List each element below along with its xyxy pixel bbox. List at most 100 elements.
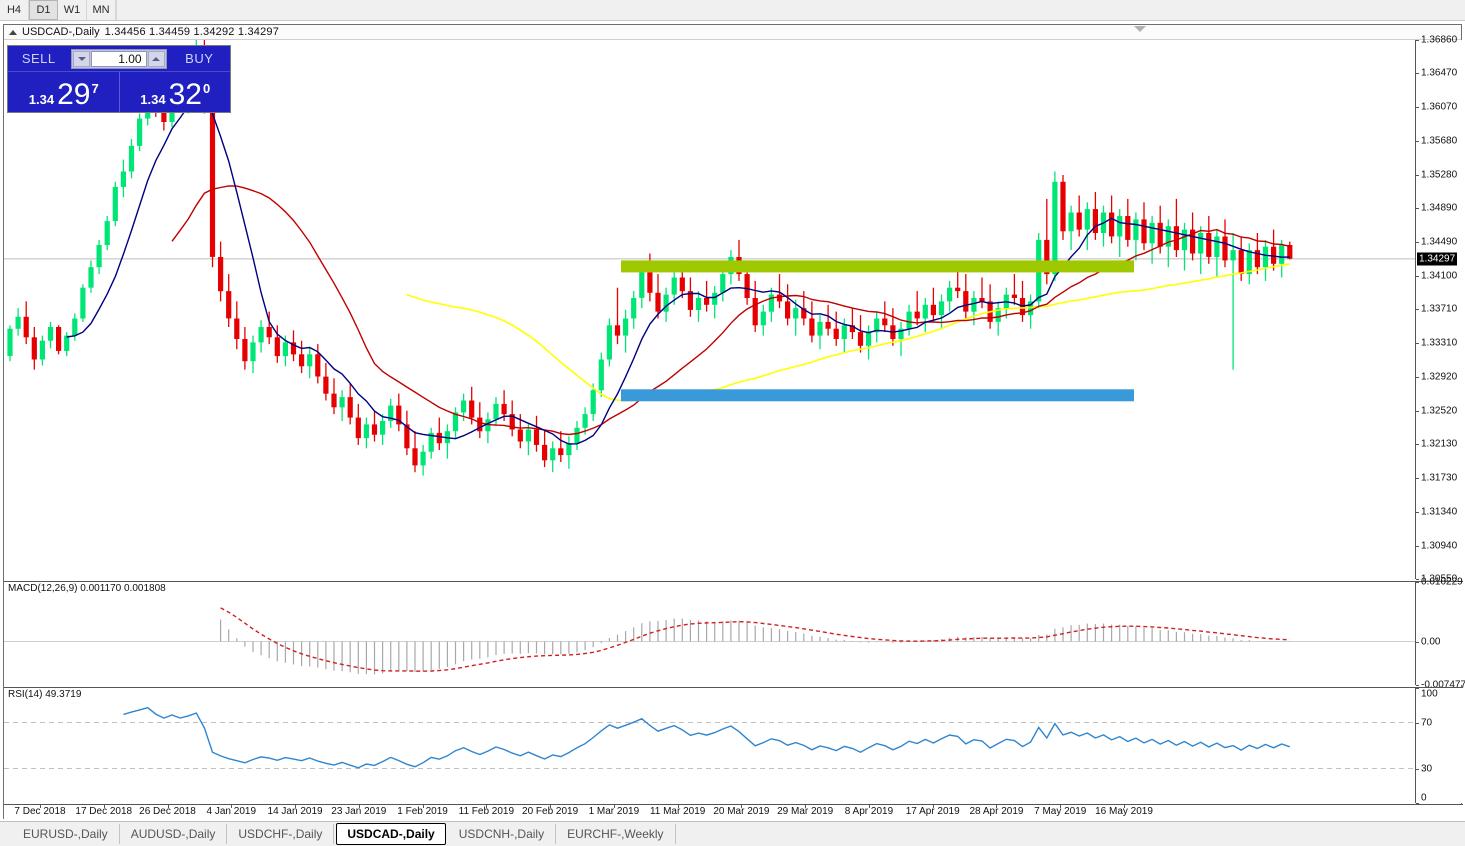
time-axis-label: 23 Jan 2019 [331,806,387,817]
price-axis-label: 1.34100 [1421,270,1458,282]
buy-label: BUY [185,51,214,66]
time-axis-tick [103,805,105,808]
time-axis-tick [741,805,743,808]
price-axis-label: 1.35680 [1421,135,1458,147]
time-axis-label: 16 May 2019 [1095,806,1153,817]
price-axis-label: 1.32920 [1421,371,1458,383]
time-axis-tick [486,805,488,808]
price-axis-label: 1.34890 [1421,202,1458,214]
timeframe-mn[interactable]: MN [87,0,116,20]
sell-price-fraction: 7 [91,81,99,96]
sell-price-main: 29 [57,78,91,111]
price-axis-tick [1416,107,1419,109]
volume-stepper[interactable]: 1.00 [71,48,167,69]
timeframe-h4[interactable]: H4 [0,0,29,20]
macd-axis-label: -0.007477 [1421,679,1465,691]
price-axis-tick [1416,242,1419,244]
chart-tab-usdcad-daily[interactable]: USDCAD-,Daily [336,823,446,845]
sell-button[interactable]: 1.34 29 7 [8,72,119,112]
time-axis-tick [295,805,297,808]
rsi-axis-tick [1416,768,1419,770]
chart-titlebar: USDCAD-,Daily 1.34456 1.34459 1.34292 1.… [4,25,1461,40]
macd-indicator-label: MACD(12,26,9) 0.001170 0.001808 [8,583,166,594]
chart-tab-usdchf-daily[interactable]: USDCHF-,Daily [227,824,335,844]
time-axis-label: 11 Feb 2019 [458,806,515,817]
price-axis-tick [1416,73,1419,75]
chart-tab-audusd-daily[interactable]: AUDUSD-,Daily [120,824,228,844]
timeframe-d1-label: D1 [36,4,51,16]
chevron-down-icon [77,56,86,61]
current-price-label: 1.34297 [1417,252,1458,266]
time-axis-label: 4 Jan 2019 [206,806,257,817]
buy-button[interactable]: 1.34 32 0 [118,72,231,112]
timeframe-toolbar: H4 D1 W1 MN [0,0,1465,21]
time-axis-label: 17 Dec 2018 [75,806,133,817]
volume-input[interactable]: 1.00 [91,50,147,67]
time-axis-tick [932,805,934,808]
time-axis-label: 26 Dec 2018 [139,806,196,817]
time-axis-label: 28 Apr 2019 [969,806,1024,817]
time-axis-tick [550,805,552,808]
chart-tab-bar: EURUSD-,Daily AUDUSD-,Daily USDCHF-,Daily U… [0,821,1465,846]
trade-panel-prices: 1.34 29 7 1.34 32 0 [8,72,230,112]
price-axis-tick [1416,410,1419,412]
time-axis-tick [805,805,807,808]
time-axis-tick [677,805,679,808]
price-axis-label: 1.34490 [1421,236,1458,248]
price-axis-tick [1416,174,1419,176]
price-axis-tick [1416,511,1419,513]
chart-ohlc-values: 1.34456 1.34459 1.34292 1.34297 [104,26,280,38]
time-axis-label: 8 Apr 2019 [844,806,894,817]
chart-tab-usdcnh-daily[interactable]: USDCNH-,Daily [448,824,557,844]
price-axis-tick [1416,545,1419,547]
rsi-pane: RSI(14) 49.3719 100 70 30 0 [4,687,1463,804]
timeframe-h4-label: H4 [6,4,22,16]
macd-axis-label: 0.010229 [1421,576,1463,588]
time-axis-label: 7 Dec 2018 [14,806,66,817]
rsi-plot-area[interactable]: RSI(14) 49.3719 [4,688,1415,803]
chart-tab-eurchf-weekly[interactable]: EURCHF-,Weekly [556,824,676,844]
price-axis-label: 1.32130 [1421,438,1458,450]
collapse-triangle-icon[interactable] [9,29,17,35]
price-plot-area[interactable] [4,40,1415,579]
time-axis-label: 20 Mar 2019 [713,806,770,817]
price-chart-svg [4,40,1415,476]
chart-top-marker-icon [1134,26,1146,32]
volume-increase-button[interactable] [147,50,165,67]
volume-decrease-button[interactable] [73,50,91,67]
sell-price-prefix: 1.34 [28,92,55,107]
timeframe-w1[interactable]: W1 [58,0,87,20]
rsi-chart-svg [4,706,1415,769]
toolbar-empty-area [116,0,1465,20]
timeframe-d1[interactable]: D1 [29,0,58,20]
timeframe-w1-label: W1 [63,4,81,16]
price-axis-tick [1416,140,1419,142]
chart-tab-eurusd-daily[interactable]: EURUSD-,Daily [12,824,120,844]
time-axis-label: 17 Apr 2019 [905,806,960,817]
price-axis-label: 1.30940 [1421,540,1458,552]
rsi-axis[interactable]: 100 70 30 0 [1415,688,1463,804]
rsi-axis-tick [1416,722,1419,724]
one-click-trading-panel: SELL 1.00 BUY 1.34 29 7 1.34 32 0 [7,45,231,113]
time-axis-tick [231,805,233,808]
rsi-axis-label: 30 [1421,763,1433,774]
time-axis-label: 29 Mar 2019 [777,806,834,817]
price-axis-tick [1416,309,1419,311]
rsi-axis-label: 100 [1421,688,1438,700]
price-axis-tick [1416,275,1419,277]
macd-plot-area[interactable]: MACD(12,26,9) 0.001170 0.001808 [4,582,1415,685]
buy-price-prefix: 1.34 [140,92,166,107]
price-axis-label: 1.36470 [1421,67,1458,79]
price-axis-label: 1.32520 [1421,405,1458,417]
time-axis-label: 7 May 2019 [1034,806,1087,817]
price-axis-label: 1.36070 [1421,101,1458,113]
time-axis-tick [167,805,169,808]
time-axis-tick [1124,805,1125,808]
time-axis-tick [40,805,41,808]
price-axis-tick [1416,343,1419,345]
price-axis[interactable]: 1.36860 1.36470 1.36070 1.35680 1.35280 1.348… [1415,35,1463,585]
price-axis-tick [1416,579,1419,580]
macd-pane: MACD(12,26,9) 0.001170 0.001808 0.010229… [4,577,1465,691]
macd-axis[interactable]: 0.010229 0.00 -0.007477 [1415,577,1465,691]
